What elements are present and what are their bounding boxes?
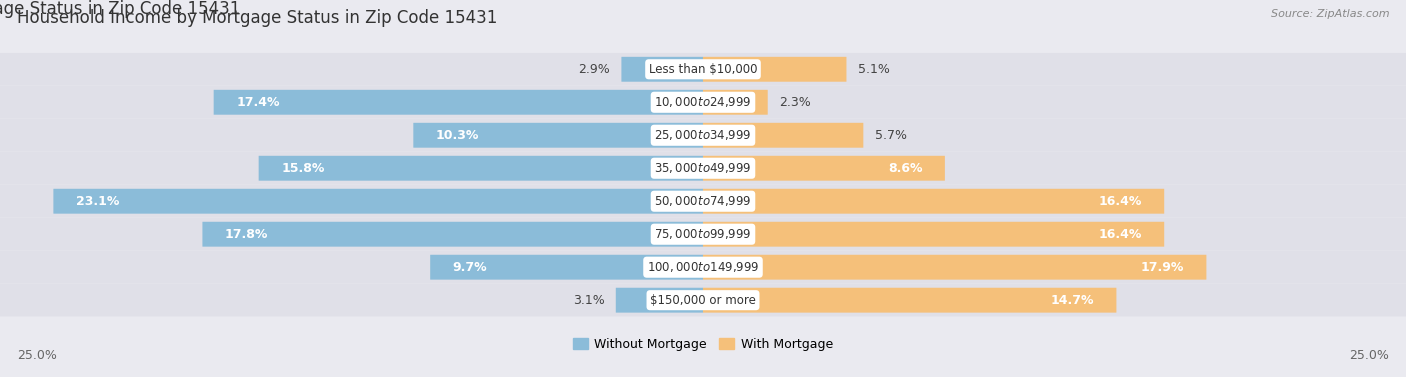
Text: 17.9%: 17.9%: [1140, 261, 1184, 274]
Text: Source: ZipAtlas.com: Source: ZipAtlas.com: [1271, 9, 1389, 20]
FancyBboxPatch shape: [0, 284, 1406, 316]
Text: 25.0%: 25.0%: [1350, 349, 1389, 362]
FancyBboxPatch shape: [413, 123, 703, 148]
Text: 14.7%: 14.7%: [1050, 294, 1094, 307]
FancyBboxPatch shape: [703, 156, 945, 181]
FancyBboxPatch shape: [703, 90, 768, 115]
FancyBboxPatch shape: [0, 185, 1406, 218]
Legend: Without Mortgage, With Mortgage: Without Mortgage, With Mortgage: [568, 333, 838, 356]
FancyBboxPatch shape: [214, 90, 703, 115]
FancyBboxPatch shape: [0, 53, 1406, 86]
Text: 8.6%: 8.6%: [887, 162, 922, 175]
FancyBboxPatch shape: [703, 189, 1164, 214]
Text: 2.3%: 2.3%: [779, 96, 811, 109]
FancyBboxPatch shape: [616, 288, 703, 313]
FancyBboxPatch shape: [703, 57, 846, 82]
Text: 5.1%: 5.1%: [858, 63, 890, 76]
Text: $100,000 to $149,999: $100,000 to $149,999: [647, 260, 759, 274]
FancyBboxPatch shape: [0, 251, 1406, 284]
Text: 5.7%: 5.7%: [875, 129, 907, 142]
FancyBboxPatch shape: [259, 156, 703, 181]
Text: Less than $10,000: Less than $10,000: [648, 63, 758, 76]
Text: $25,000 to $34,999: $25,000 to $34,999: [654, 128, 752, 142]
FancyBboxPatch shape: [0, 119, 1406, 152]
FancyBboxPatch shape: [703, 255, 1206, 280]
Text: Household Income by Mortgage Status in Zip Code 15431: Household Income by Mortgage Status in Z…: [17, 9, 498, 28]
Text: $75,000 to $99,999: $75,000 to $99,999: [654, 227, 752, 241]
Text: 23.1%: 23.1%: [76, 195, 120, 208]
Text: $150,000 or more: $150,000 or more: [650, 294, 756, 307]
Text: 2.9%: 2.9%: [578, 63, 610, 76]
Text: 16.4%: 16.4%: [1098, 228, 1142, 241]
FancyBboxPatch shape: [430, 255, 703, 280]
Text: 15.8%: 15.8%: [281, 162, 325, 175]
FancyBboxPatch shape: [53, 189, 703, 214]
Text: 16.4%: 16.4%: [1098, 195, 1142, 208]
FancyBboxPatch shape: [703, 288, 1116, 313]
Text: Household Income by Mortgage Status in Zip Code 15431: Household Income by Mortgage Status in Z…: [0, 0, 240, 18]
Text: $50,000 to $74,999: $50,000 to $74,999: [654, 194, 752, 208]
Text: 10.3%: 10.3%: [436, 129, 479, 142]
FancyBboxPatch shape: [0, 86, 1406, 119]
FancyBboxPatch shape: [202, 222, 703, 247]
FancyBboxPatch shape: [0, 152, 1406, 185]
FancyBboxPatch shape: [0, 218, 1406, 251]
FancyBboxPatch shape: [621, 57, 703, 82]
Text: $10,000 to $24,999: $10,000 to $24,999: [654, 95, 752, 109]
Text: 3.1%: 3.1%: [572, 294, 605, 307]
Text: 17.8%: 17.8%: [225, 228, 269, 241]
FancyBboxPatch shape: [703, 222, 1164, 247]
FancyBboxPatch shape: [703, 123, 863, 148]
Text: $35,000 to $49,999: $35,000 to $49,999: [654, 161, 752, 175]
Text: 25.0%: 25.0%: [17, 349, 56, 362]
Text: 17.4%: 17.4%: [236, 96, 280, 109]
Text: 9.7%: 9.7%: [453, 261, 488, 274]
